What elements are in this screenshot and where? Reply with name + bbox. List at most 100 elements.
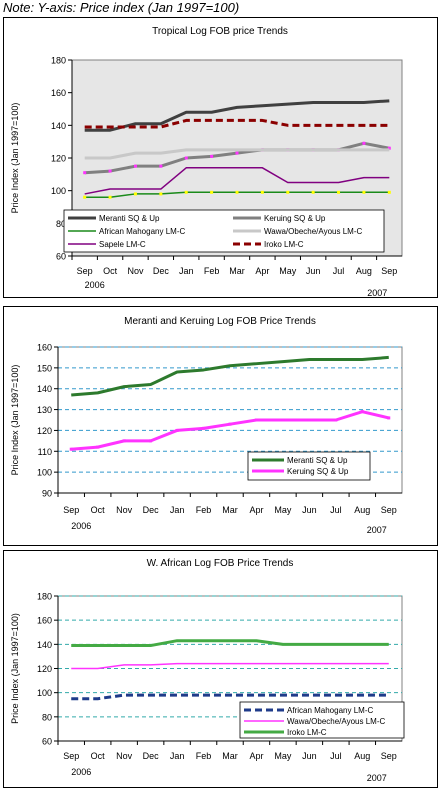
x-tick-label: Sep xyxy=(381,751,397,761)
data-point xyxy=(235,151,239,155)
y-tick-label: 100 xyxy=(37,468,52,478)
x-tick-label: Dec xyxy=(143,751,160,761)
x-tick-label: Mar xyxy=(222,505,238,515)
x-tick-label: Sep xyxy=(63,751,79,761)
x-tick-label: Jan xyxy=(170,505,185,515)
x-tick-label: Sep xyxy=(381,266,397,276)
x-tick-label: Feb xyxy=(204,266,220,276)
legend-label: Wawa/Obeche/Ayous LM-C xyxy=(264,227,362,236)
y-tick-label: 90 xyxy=(42,489,52,499)
data-point xyxy=(69,447,73,451)
data-point xyxy=(362,190,366,194)
data-point xyxy=(210,154,214,158)
data-point xyxy=(387,416,391,420)
x-tick-label: Mar xyxy=(229,266,245,276)
series-line xyxy=(84,167,390,195)
y-tick-label: 60 xyxy=(42,737,52,747)
tropical-chart-panel: Tropical Log FOB price Trends 60 80 100 120 1… xyxy=(3,17,438,298)
x-tick-label: Sep xyxy=(63,505,79,515)
legend-label: Keruing SQ & Up xyxy=(287,467,349,476)
x-tick-label: Apr xyxy=(249,505,263,515)
series-line xyxy=(71,693,389,701)
y-tick-label: 110 xyxy=(38,447,52,457)
data-point xyxy=(108,169,112,173)
data-point xyxy=(286,190,290,194)
y-tick-label: 120 xyxy=(51,154,66,164)
data-point xyxy=(362,141,366,145)
data-point xyxy=(334,418,338,422)
meranti-keruing-chart-panel: Meranti and Keruing Log FOB Price Trends… xyxy=(3,306,438,546)
x-tick-label: Jun xyxy=(302,505,317,515)
x-tick-label: Mar xyxy=(222,751,238,761)
data-point xyxy=(307,418,311,422)
x-tick-label: May xyxy=(279,266,297,276)
year-label: 2007 xyxy=(367,288,387,297)
x-tick-label: Sep xyxy=(381,505,397,515)
x-tick-label: Sep xyxy=(77,266,93,276)
data-point xyxy=(96,445,100,449)
legend-label: Meranti SQ & Up xyxy=(287,456,348,465)
legend-label: Sapele LM-C xyxy=(99,240,146,249)
data-point xyxy=(360,410,364,414)
y-tick-label: 160 xyxy=(37,343,52,353)
tropical-log-chart: Tropical Log FOB price Trends 60 80 100 120 1… xyxy=(10,26,403,297)
y-tick-label: 100 xyxy=(37,688,52,698)
y-axis-label: Price Index (Jan 1997=100) xyxy=(10,365,20,476)
x-tick-label: Jul xyxy=(330,751,342,761)
legend-label: Iroko LM-C xyxy=(264,240,304,249)
data-point xyxy=(83,195,87,199)
y-tick-label: 160 xyxy=(51,88,66,98)
legend-box xyxy=(63,209,385,253)
x-tick-label: Aug xyxy=(356,266,372,276)
x-tick-label: Aug xyxy=(354,505,370,515)
data-point xyxy=(184,156,188,160)
data-point xyxy=(108,195,112,199)
x-tick-label: Nov xyxy=(116,505,133,515)
west-african-chart-panel: W. African Log FOB Price Trends 60 80 100 12… xyxy=(3,550,438,788)
x-tick-label: Oct xyxy=(91,505,106,515)
x-tick-label: Oct xyxy=(91,751,106,761)
y-tick-label: 100 xyxy=(51,186,66,196)
y-axis-label: Price Index (Jan 1997=100) xyxy=(10,613,20,724)
data-point xyxy=(387,190,391,194)
y-tick-label: 120 xyxy=(37,426,52,436)
year-label: 2006 xyxy=(71,521,91,531)
y-axis-label: Price Index (Jan 1997=100) xyxy=(10,103,20,214)
legend-label: Keruing SQ & Up xyxy=(264,214,326,223)
data-point xyxy=(235,190,239,194)
west-african-chart: W. African Log FOB Price Trends 60 80 100 12… xyxy=(10,558,405,783)
data-point xyxy=(149,439,153,443)
y-tick-label: 60 xyxy=(56,252,66,262)
chart-title: Tropical Log FOB price Trends xyxy=(152,26,288,37)
data-point xyxy=(387,146,391,150)
data-point xyxy=(133,192,137,196)
series-line xyxy=(84,118,390,129)
x-tick-label: Jul xyxy=(330,505,342,515)
x-tick-label: Jan xyxy=(179,266,194,276)
year-label: 2006 xyxy=(71,767,91,777)
x-tick-label: May xyxy=(274,751,292,761)
series-line xyxy=(84,99,390,132)
x-tick-label: Feb xyxy=(196,751,212,761)
x-tick-label: Jan xyxy=(170,751,185,761)
x-tick-label: Jun xyxy=(302,751,317,761)
data-point xyxy=(210,190,214,194)
data-point xyxy=(122,439,126,443)
y-tick-label: 150 xyxy=(37,363,52,373)
page-note: Note: Y-axis: Price index (Jan 1997=100) xyxy=(3,0,240,15)
x-tick-label: Apr xyxy=(255,266,269,276)
year-label: 2007 xyxy=(367,773,387,783)
y-tick-label: 80 xyxy=(56,219,66,229)
chart-title: W. African Log FOB Price Trends xyxy=(147,558,294,569)
x-tick-label: Nov xyxy=(116,751,133,761)
data-point xyxy=(175,428,179,432)
year-label: 2006 xyxy=(85,280,105,290)
y-tick-label: 140 xyxy=(37,640,52,650)
y-tick-label: 140 xyxy=(51,121,66,131)
x-tick-label: Nov xyxy=(127,266,144,276)
series-line xyxy=(84,148,390,160)
y-tick-label: 180 xyxy=(51,56,66,66)
data-point xyxy=(254,418,258,422)
data-point xyxy=(159,164,163,168)
y-tick-label: 130 xyxy=(37,405,52,415)
